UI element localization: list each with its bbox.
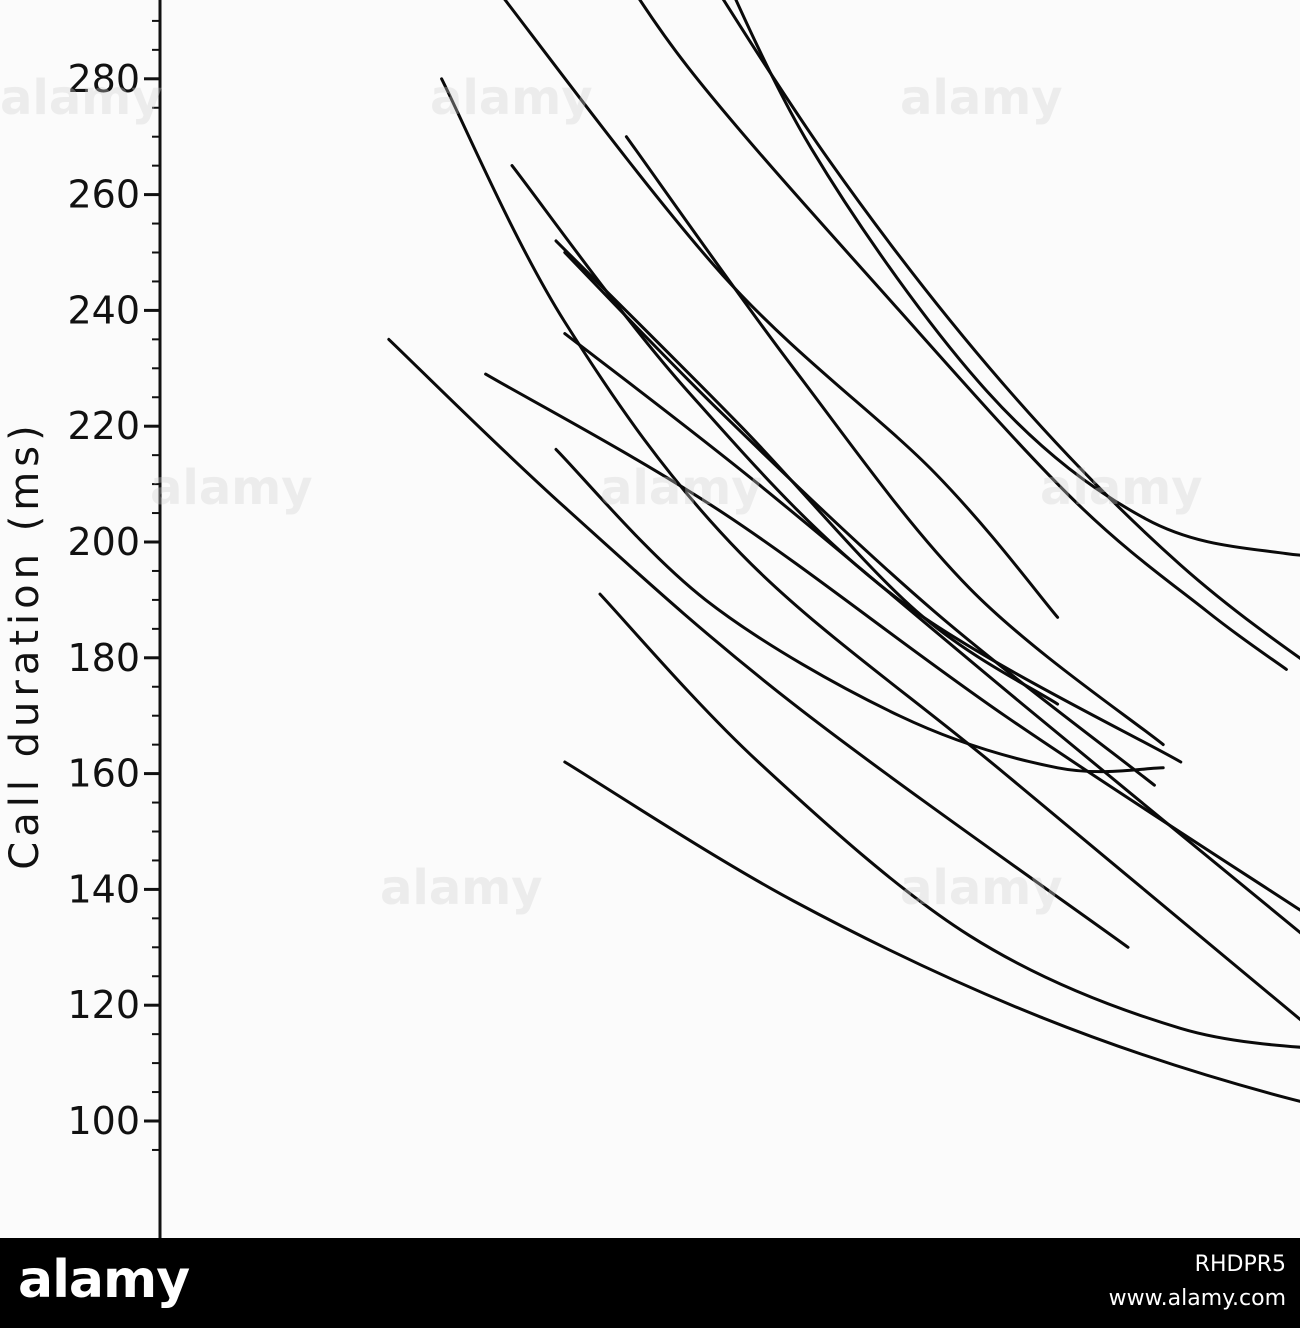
series-line-o [554,447,1165,774]
y-tick-label: 280 [67,57,140,101]
series-line-b [638,0,1288,671]
site-url: www.alamy.com [1108,1286,1286,1311]
y-tick-label: 140 [67,867,140,911]
footer-bar: alamy RHDPR5 www.alamy.com [0,1238,1300,1328]
series-line-f [510,164,1183,764]
image-id: RHDPR5 [1194,1252,1286,1277]
series-line-e [624,135,1165,747]
y-tick-label: 120 [67,983,140,1027]
series-line-n [563,760,1300,1103]
y-tick-label: 180 [67,636,140,680]
chart-figure: 100120140160180200220240260280300Call du… [0,0,1300,1238]
series-line-g [563,251,1156,787]
series-line-a [734,0,1300,557]
series-line-d [503,0,1060,619]
y-axis-label: Call duration (ms) [2,420,48,869]
series-line-l [387,337,1130,949]
y-tick-label: 200 [67,520,140,564]
y-tick-label: 220 [67,404,140,448]
series-line-m [598,592,1300,1049]
y-tick-label: 160 [67,752,140,796]
series-line-h [554,239,1060,706]
series-line-k [440,77,1300,1022]
y-tick-label: 100 [67,1099,140,1143]
line-chart: 100120140160180200220240260280300Call du… [2,0,1300,1238]
series-line-c [721,0,1300,661]
y-tick-label: 260 [67,173,140,217]
alamy-logo: alamy [18,1250,190,1310]
y-tick-label: 240 [67,288,140,332]
series-line-j [563,332,1300,935]
